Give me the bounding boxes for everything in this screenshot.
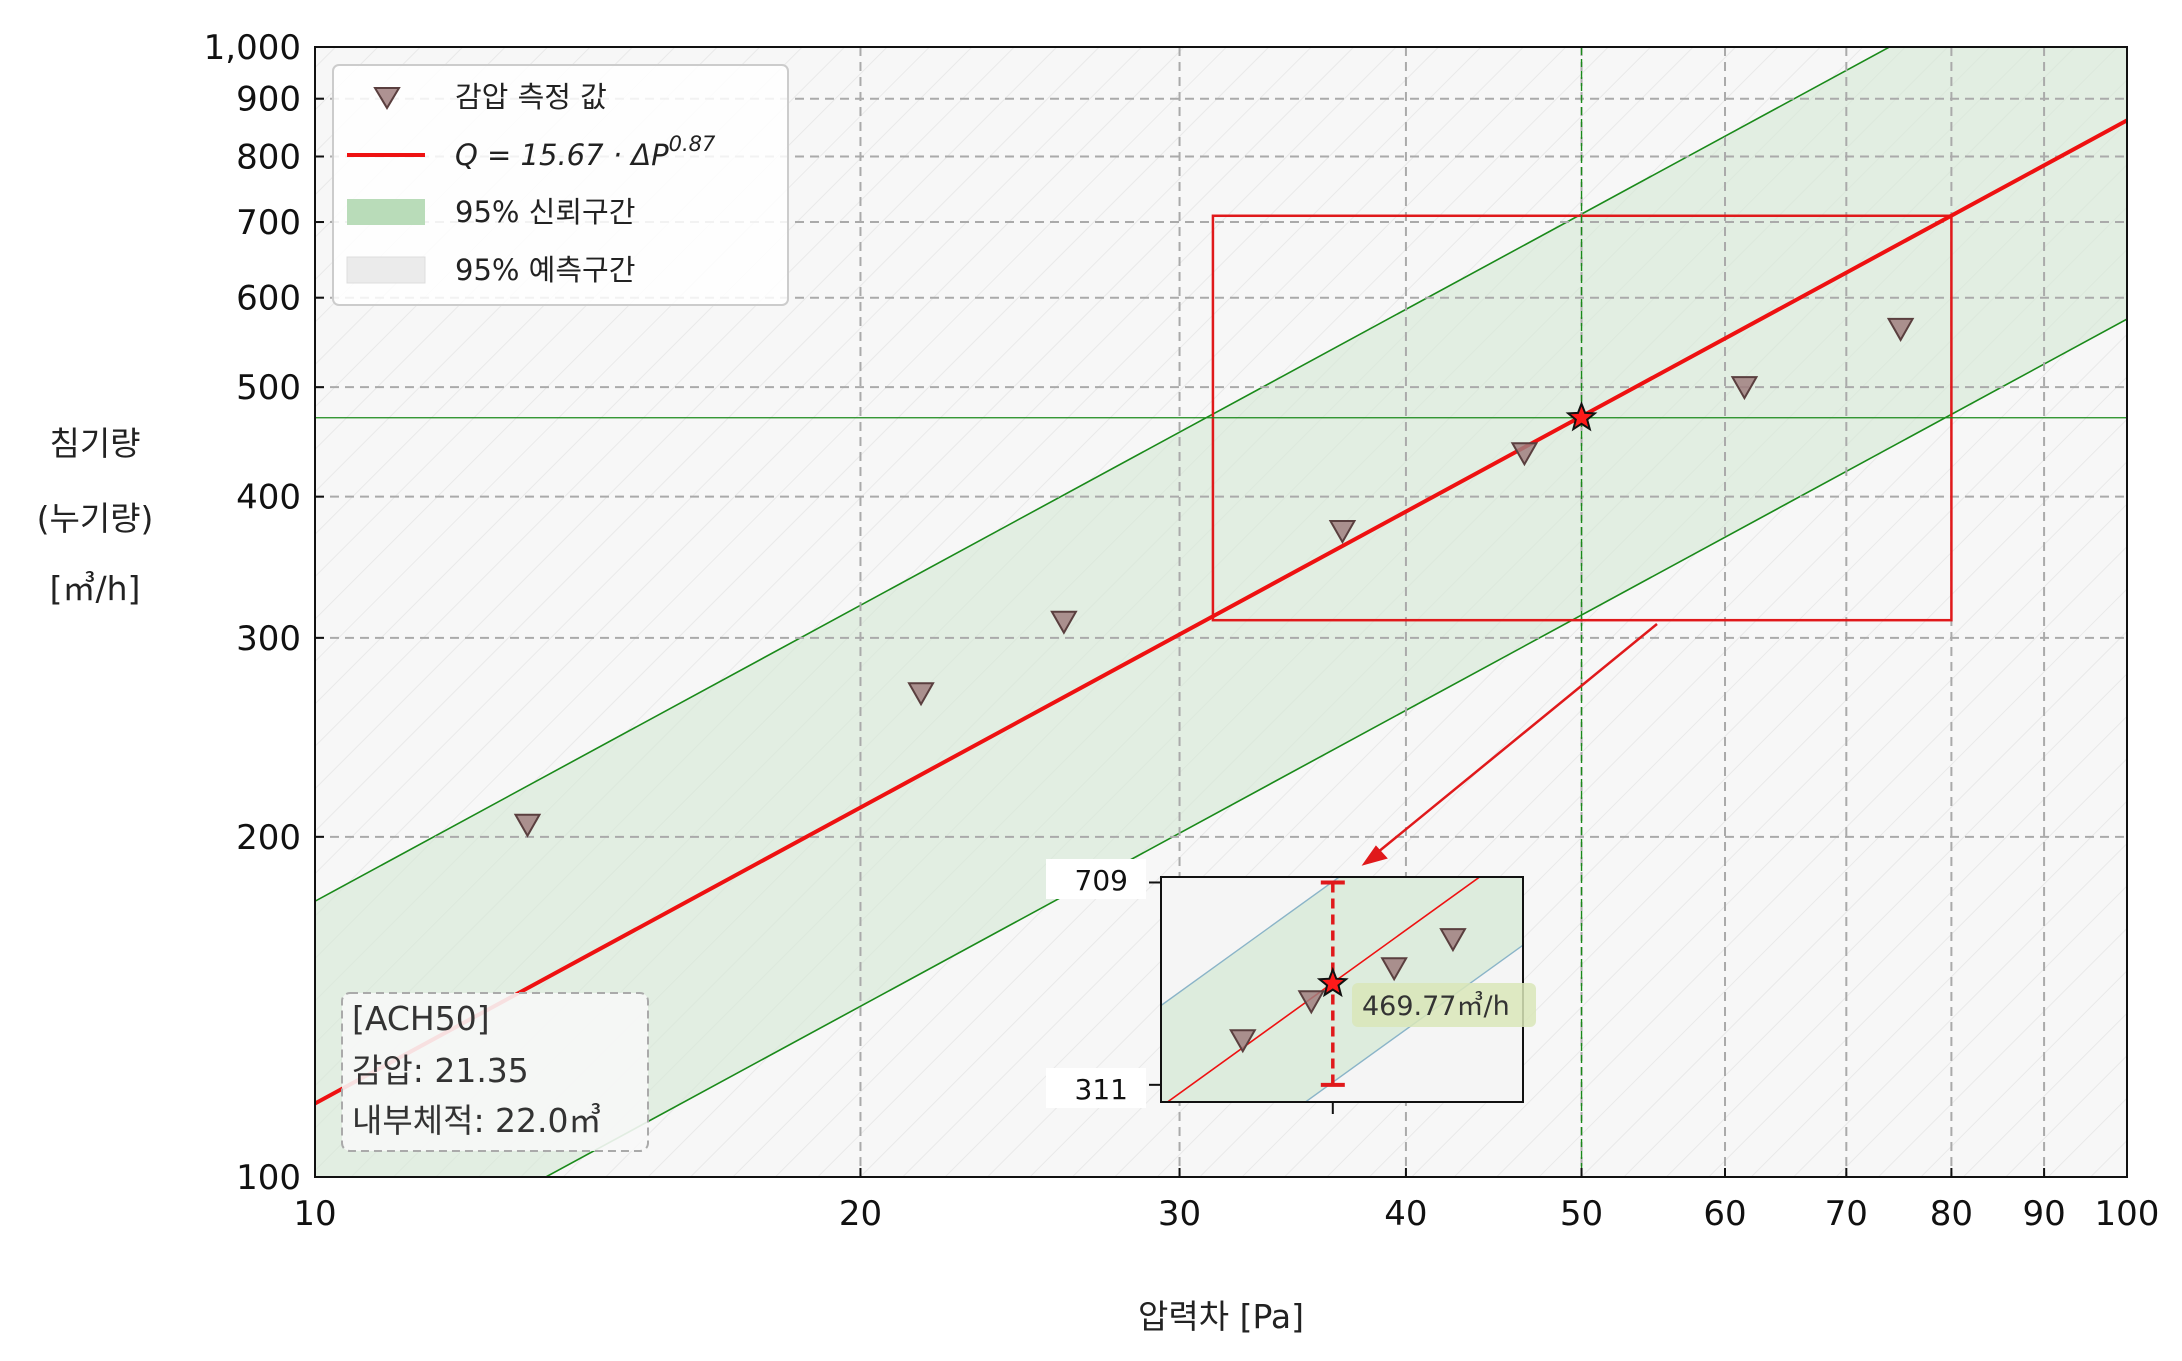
annotation-line-2: 감압: 21.35 — [352, 1051, 529, 1090]
legend-fit-label: Q = 15.67 · ΔP0.87 — [455, 132, 716, 172]
y-tick-label-300: 300 — [236, 619, 301, 659]
y-axis-label-line-2: (누기량) — [37, 499, 154, 538]
y-tick-label-800: 800 — [236, 138, 301, 178]
annotation-line-3: 내부체적: 22.0㎥ — [352, 1101, 602, 1140]
legend-measured-label: 감압 측정 값 — [455, 80, 607, 114]
x-tick-label-10: 10 — [293, 1194, 336, 1234]
inset-ticks — [1149, 881, 1334, 1114]
zoom-inset: 709 311 469.77㎥/h — [1046, 859, 1536, 1114]
inset-tick-label-top-bg — [1046, 859, 1146, 899]
data-point-0 — [513, 813, 542, 838]
legend-pi-swatch — [346, 256, 426, 284]
inset-value-label: 469.77㎥/h — [1362, 991, 1510, 1022]
inset-tick-label-bottom: 311 — [1075, 1073, 1128, 1106]
inset-plot-layer — [1161, 877, 1523, 1102]
annotation-frame — [341, 992, 649, 1152]
data-point-6 — [1886, 317, 1915, 342]
y-tick-label-200: 200 — [236, 818, 301, 858]
legend-ci-swatch — [347, 199, 425, 225]
data-point-5 — [1730, 376, 1759, 401]
inset-value-label-bg — [1352, 983, 1536, 1027]
inset-data-point-3 — [1229, 1029, 1257, 1054]
y-tick-label-400: 400 — [236, 478, 301, 518]
data-point-3 — [1328, 519, 1357, 544]
axis-ticks: 10 20 30 40 50 60 70 80 90 100 100 200 300 400 500 600 7… — [204, 28, 2160, 1234]
y-axis-label-line-1: 침기량 — [49, 424, 140, 463]
y-tick-label-600: 600 — [236, 279, 301, 319]
inset-tick-label-top: 709 — [1075, 864, 1128, 897]
x-tick-label-80: 80 — [1930, 1194, 1973, 1234]
x-tick-label-20: 20 — [839, 1194, 882, 1234]
legend-fit-equation: Q = 15.67 · ΔP — [455, 138, 669, 172]
inset-band-upper-edge — [1161, 877, 1341, 1007]
plot-frame — [314, 46, 2128, 1178]
inset-confidence-band — [1161, 877, 1523, 1102]
legend-ci-label: 95% 신뢰구간 — [455, 195, 635, 229]
inset-highlight-star — [1316, 966, 1349, 998]
data-point-2 — [1050, 610, 1078, 635]
inset-tick-label-bottom-bg — [1046, 1068, 1146, 1108]
ach50-annotation: [ACH50] 감압: 21.35 내부체적: 22.0㎥ — [341, 992, 649, 1152]
x-tick-label-60: 60 — [1703, 1194, 1746, 1234]
y-axis-label-line-3: [㎥/h] — [50, 569, 141, 608]
overlay-layer — [315, 47, 2127, 1177]
fit-line — [315, 118, 2127, 1106]
legend-measured-marker — [373, 87, 401, 110]
data-point-4 — [1510, 442, 1539, 467]
legend-fit-exponent: 0.87 — [669, 132, 716, 156]
x-tick-label-50: 50 — [1560, 1194, 1603, 1234]
data-point-1 — [907, 682, 935, 707]
legend: 감압 측정 값 Q = 15.67 · ΔP0.87 95% 신뢰구간 95% … — [332, 64, 789, 306]
y-tick-label-500: 500 — [236, 368, 301, 408]
x-tick-label-90: 90 — [2022, 1194, 2065, 1234]
inset-data-point-5 — [1380, 957, 1408, 982]
y-tick-label-100: 100 — [236, 1158, 301, 1198]
y-tick-label-1,000: 1,000 — [204, 28, 301, 68]
confidence-band-upper-edge — [315, 47, 1892, 902]
inset-data-point-4 — [1297, 990, 1326, 1015]
x-tick-label-30: 30 — [1158, 1194, 1201, 1234]
y-tick-label-900: 900 — [236, 80, 301, 120]
legend-frame — [332, 64, 789, 306]
inset-fit-line — [1166, 877, 1481, 1102]
zoom-arrow — [1361, 623, 1658, 866]
highlight-star — [1565, 401, 1598, 432]
inset-data-point-6 — [1439, 928, 1467, 953]
x-axis-label: 압력차 [Pa] — [1138, 1297, 1304, 1336]
x-tick-label-100: 100 — [2095, 1194, 2160, 1234]
x-tick-label-40: 40 — [1384, 1194, 1427, 1234]
legend-pi-label: 95% 예측구간 — [455, 253, 635, 287]
x-tick-label-70: 70 — [1825, 1194, 1868, 1234]
y-tick-label-700: 700 — [236, 203, 301, 243]
annotation-line-1: [ACH50] — [352, 999, 490, 1038]
